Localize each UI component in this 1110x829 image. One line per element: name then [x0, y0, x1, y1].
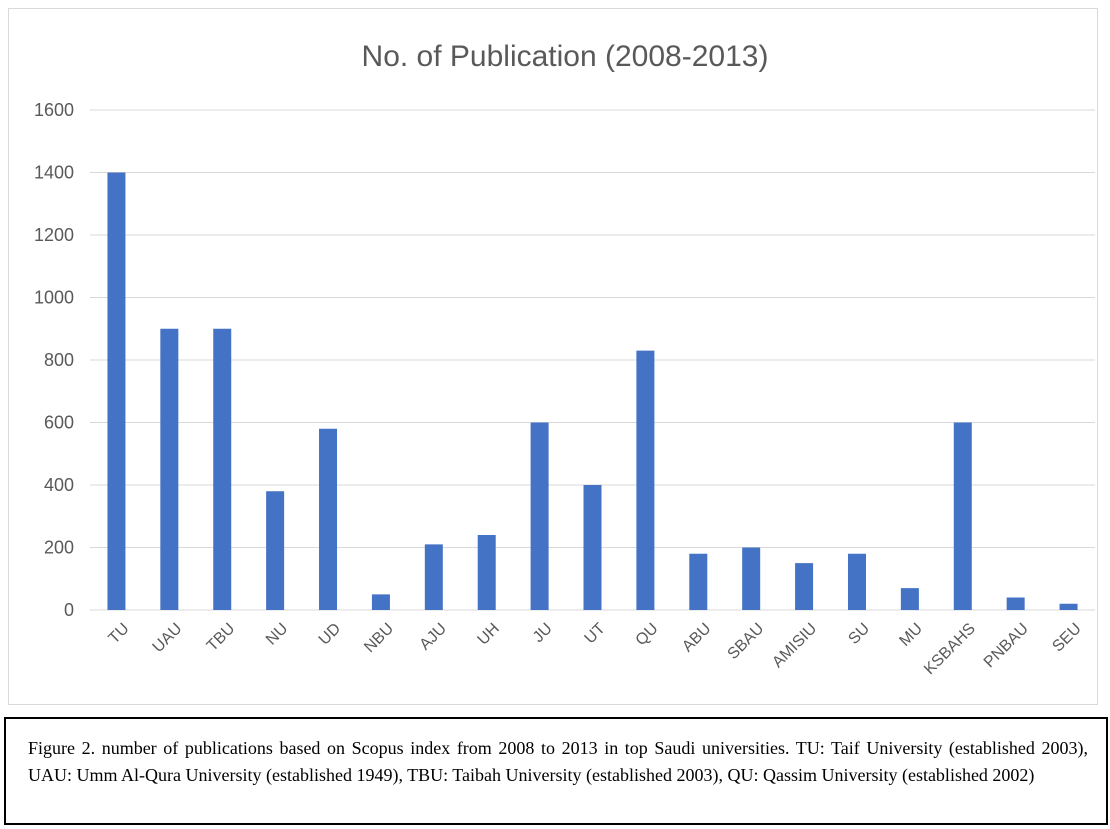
bar-ut: [583, 485, 602, 610]
x-tick-label: AJU: [417, 620, 450, 653]
y-tick-label: 600: [44, 413, 74, 433]
bar-pnbau: [1006, 597, 1025, 610]
x-tick-label: UT: [582, 620, 609, 647]
y-tick-label: 200: [44, 538, 74, 558]
x-tick-label: SU: [845, 620, 873, 648]
x-tick-label: QU: [633, 620, 662, 649]
x-tick-label: MU: [896, 620, 926, 650]
bar-mu: [900, 588, 919, 610]
y-tick-label: 1400: [34, 163, 74, 183]
bar-nu: [266, 491, 285, 610]
bar-chart: No. of Publication (2008-2013) 0 200 400 60…: [34, 40, 1095, 678]
x-tick-label: AMISIU: [769, 620, 820, 671]
bar-uh: [477, 535, 496, 610]
bar-su: [847, 553, 866, 610]
y-axis-ticks: 0 200 400 600 800 1000 1200 1400 1600: [34, 100, 74, 620]
x-tick-label: TBU: [204, 620, 239, 655]
x-tick-label: PNBAU: [981, 620, 1032, 671]
bar-tu: [107, 172, 126, 610]
x-tick-label: SEU: [1049, 620, 1084, 655]
y-tick-label: 400: [44, 475, 74, 495]
figure-caption-box: [4, 717, 1108, 825]
x-tick-label: UAU: [150, 620, 186, 656]
x-tick-label: ABU: [679, 620, 714, 655]
x-tick-label: NU: [263, 620, 291, 648]
bar-seu: [1059, 603, 1078, 610]
bars: [107, 172, 1078, 610]
bar-tbu: [213, 328, 232, 610]
bar-amisiu: [795, 563, 814, 610]
y-tick-label: 800: [44, 350, 74, 370]
bar-uau: [160, 328, 179, 610]
bar-aju: [424, 544, 443, 610]
x-tick-label: UD: [316, 620, 344, 648]
bar-abu: [689, 553, 708, 610]
y-tick-label: 1600: [34, 100, 74, 120]
x-tick-label: NBU: [361, 620, 397, 656]
x-tick-label: UH: [475, 620, 503, 648]
bar-sbau: [742, 547, 761, 610]
gridlines: [90, 109, 1095, 611]
x-tick-label: SBAU: [725, 620, 768, 663]
bar-ud: [319, 428, 338, 610]
chart-title: No. of Publication (2008-2013): [362, 40, 769, 73]
bar-qu: [636, 350, 655, 610]
y-tick-label: 1000: [34, 288, 74, 308]
bar-ju: [530, 422, 549, 610]
y-tick-label: 1200: [34, 225, 74, 245]
bar-nbu: [371, 594, 390, 610]
x-tick-label: JU: [530, 620, 556, 646]
x-axis-ticks: TU UAU TBU NU UD NBU AJU UH JU UT QU ABU SBAU AMISIU S…: [106, 620, 1085, 678]
x-tick-label: TU: [106, 620, 133, 647]
figure-caption: Figure 2. number of publications based o…: [28, 738, 1088, 785]
bar-ksbahs: [953, 422, 972, 610]
x-tick-label: KSBAHS: [921, 620, 979, 678]
y-tick-label: 0: [64, 600, 74, 620]
